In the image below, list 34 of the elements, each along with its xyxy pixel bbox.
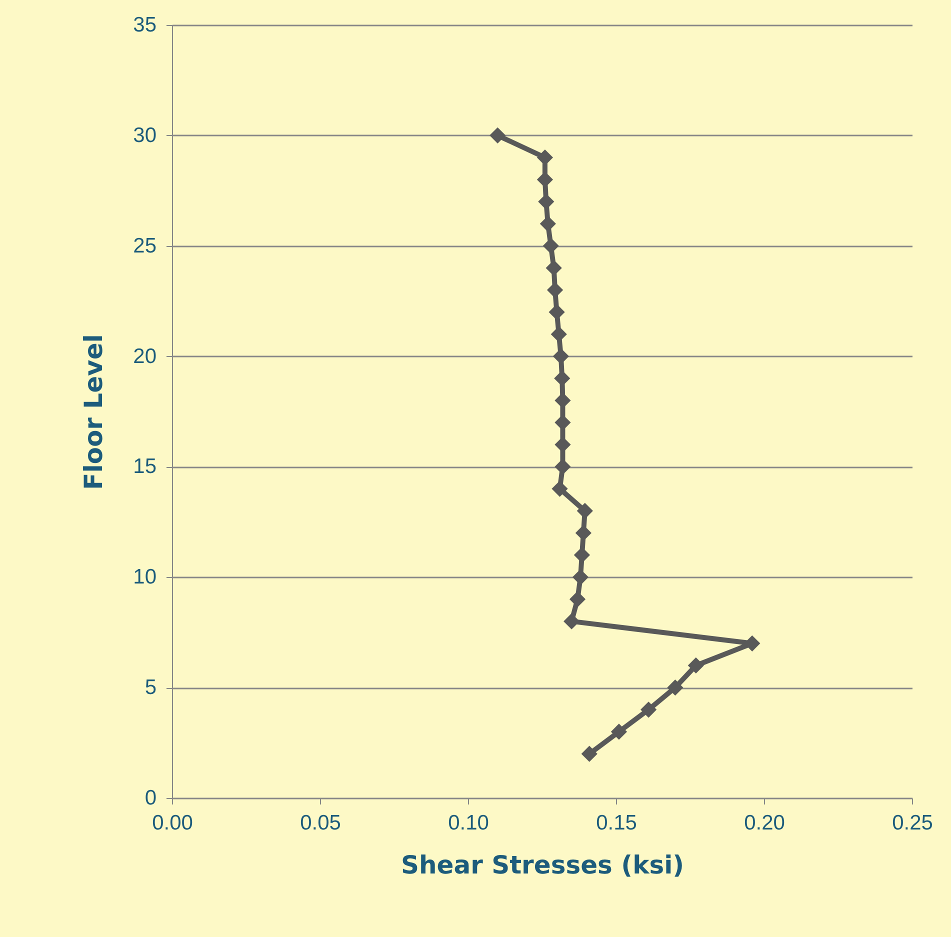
point bbox=[550, 326, 567, 342]
point bbox=[548, 304, 565, 320]
y-tick-label: 5 bbox=[144, 676, 156, 700]
y-tick-label: 0 bbox=[144, 786, 156, 810]
point bbox=[569, 591, 586, 608]
point bbox=[552, 480, 568, 497]
y-tick-label: 20 bbox=[133, 344, 156, 368]
point bbox=[554, 370, 570, 386]
y-tick-label: 15 bbox=[133, 455, 156, 478]
y-tick-label: 10 bbox=[133, 566, 156, 589]
x-tick-label: 0.05 bbox=[300, 812, 341, 834]
x-axis-title: Shear Stresses (ksi) bbox=[400, 850, 684, 880]
point bbox=[572, 569, 589, 586]
x-tick-label: 0.25 bbox=[892, 812, 933, 834]
point bbox=[576, 502, 593, 519]
y-tick-label: 25 bbox=[133, 234, 156, 258]
point bbox=[581, 746, 598, 762]
x-tick-label: 0.00 bbox=[152, 812, 193, 834]
point bbox=[540, 216, 556, 232]
x-tick-label: 0.20 bbox=[744, 812, 785, 834]
point bbox=[688, 657, 704, 674]
point bbox=[538, 194, 554, 210]
y-tick-label: 30 bbox=[133, 124, 156, 147]
x-tick-label: 0.10 bbox=[448, 812, 489, 834]
x-tick-label: 0.15 bbox=[596, 812, 637, 834]
point bbox=[490, 127, 506, 144]
point bbox=[610, 724, 628, 740]
y-tick-label: 35 bbox=[133, 14, 156, 36]
point bbox=[564, 613, 580, 630]
point bbox=[542, 238, 559, 254]
point bbox=[640, 702, 657, 718]
point bbox=[552, 348, 570, 364]
y-axis-title: Floor Level bbox=[79, 334, 108, 490]
point bbox=[667, 680, 684, 696]
